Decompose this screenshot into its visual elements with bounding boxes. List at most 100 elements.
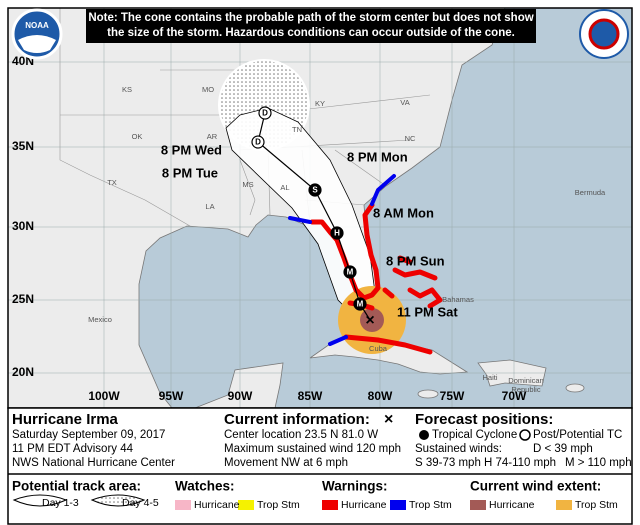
- place-label: VA: [400, 98, 409, 107]
- track-point: [251, 135, 265, 149]
- time-label: 8 PM Sun: [386, 253, 445, 268]
- watch-tropstm: Trop Stm: [257, 499, 300, 511]
- track-point: [343, 265, 357, 279]
- track-letter: M: [357, 300, 364, 309]
- watch-tropstm-swatch: [238, 500, 254, 510]
- lat-label: 30N: [12, 219, 34, 233]
- day45-label: Day 4-5: [122, 497, 159, 509]
- place-label: NC: [405, 134, 416, 143]
- place-label: Mexico: [88, 315, 112, 324]
- track-letter: D: [255, 138, 261, 147]
- current-position: ×: [365, 312, 374, 329]
- track-letter: S: [312, 186, 318, 195]
- noaa-text: NOAA: [25, 21, 49, 30]
- note-box: [86, 9, 536, 43]
- track-letter: M: [347, 268, 354, 277]
- track-point: [308, 183, 322, 197]
- time-label: 8 PM Wed: [161, 142, 222, 157]
- place-label: Bahamas: [442, 295, 474, 304]
- track-points: D D S H M M: [251, 106, 367, 311]
- time-label: 8 AM Mon: [373, 205, 434, 220]
- day45-swatch: [90, 494, 146, 507]
- time-label: 11 PM Sat: [397, 304, 458, 319]
- wind-tropstm-swatch: [556, 500, 572, 510]
- note-line: the size of the storm. Hazardous conditi…: [107, 27, 515, 39]
- track-title: Potential track area:: [12, 479, 141, 494]
- storm-name: Hurricane Irma: [12, 411, 119, 428]
- track-letter: H: [334, 229, 340, 238]
- watch-hurricane-swatch: [175, 500, 191, 510]
- current-line: Center location 23.5 N 81.0 W: [224, 429, 378, 441]
- place-label: AR: [207, 132, 218, 141]
- warn-hurricane: Hurricane: [341, 499, 387, 511]
- place-label: TN: [292, 125, 302, 134]
- lon-label: 75W: [440, 389, 465, 403]
- wind-title: Current wind extent:: [470, 479, 601, 494]
- note-line: Note: The cone contains the probable pat…: [88, 12, 533, 24]
- lon-label: 80W: [368, 389, 393, 403]
- lon-label: 100W: [88, 389, 120, 403]
- lon-label: 85W: [298, 389, 323, 403]
- forecast-m: M > 110 mph: [565, 457, 632, 469]
- place-label: AL: [280, 183, 289, 192]
- warn-tropstm: Trop Stm: [409, 499, 452, 511]
- place-label: KY: [315, 99, 325, 108]
- tropical-symbol: [419, 430, 429, 440]
- forecast-winds-title: Sustained winds:: [415, 443, 502, 455]
- storm-date: Saturday September 09, 2017: [12, 429, 165, 441]
- place-label: Cuba: [369, 344, 388, 353]
- track-point: [353, 297, 367, 311]
- wind-hurricane-swatch: [470, 500, 486, 510]
- wind-hurricane: Hurricane: [489, 499, 535, 511]
- current-line: Movement NW at 6 mph: [224, 457, 348, 469]
- time-label: 8 PM Tue: [162, 165, 218, 180]
- place-label: MO: [202, 85, 214, 94]
- nws-logo-inner: [588, 18, 620, 50]
- track-letter: D: [262, 109, 268, 118]
- lon-label: 70W: [502, 389, 527, 403]
- current-symbol: ×: [384, 411, 393, 428]
- jamaica: [417, 389, 439, 399]
- place-label: Republic: [511, 385, 540, 394]
- post-symbol: [519, 429, 531, 441]
- watches-title: Watches:: [175, 479, 235, 494]
- forecast-title: Forecast positions:: [415, 411, 553, 428]
- day13-swatch: [12, 494, 68, 507]
- place-label: Haiti: [482, 373, 497, 382]
- place-label: KS: [122, 85, 132, 94]
- storm-office: NWS National Hurricane Center: [12, 457, 175, 469]
- wind-tropstm: Trop Stm: [575, 499, 618, 511]
- lat-label: 20N: [12, 365, 34, 379]
- forecast-post: Post/Potential TC: [533, 429, 622, 441]
- current-title: Current information:: [224, 411, 370, 428]
- place-label: LA: [205, 202, 214, 211]
- warn-hurricane-swatch: [322, 500, 338, 510]
- lat-label: 25N: [12, 292, 34, 306]
- place-label: Dominican: [508, 376, 543, 385]
- place-label: TX: [107, 178, 117, 187]
- lon-label: 90W: [228, 389, 253, 403]
- place-label: Bermuda: [575, 188, 606, 197]
- forecast-tropical: Tropical Cyclone: [432, 429, 517, 441]
- day13-label: Day 1-3: [42, 497, 79, 509]
- time-label: 8 PM Mon: [347, 149, 408, 164]
- place-label: OK: [132, 132, 143, 141]
- yucatan: [194, 362, 284, 408]
- forecast-d: D < 39 mph: [533, 443, 593, 455]
- track-point: [330, 226, 344, 240]
- forecast-s: S 39-73 mph: [415, 457, 481, 469]
- place-label: MS: [242, 180, 253, 189]
- warn-tropstm-swatch: [390, 500, 406, 510]
- current-line: Maximum sustained wind 120 mph: [224, 443, 401, 455]
- lon-label: 95W: [159, 389, 184, 403]
- noaa-gull: [18, 35, 56, 53]
- storm-advisory: 11 PM EDT Advisory 44: [12, 443, 134, 455]
- puerto-rico: [565, 383, 585, 393]
- lat-label: 35N: [12, 139, 34, 153]
- warnings-title: Warnings:: [322, 479, 388, 494]
